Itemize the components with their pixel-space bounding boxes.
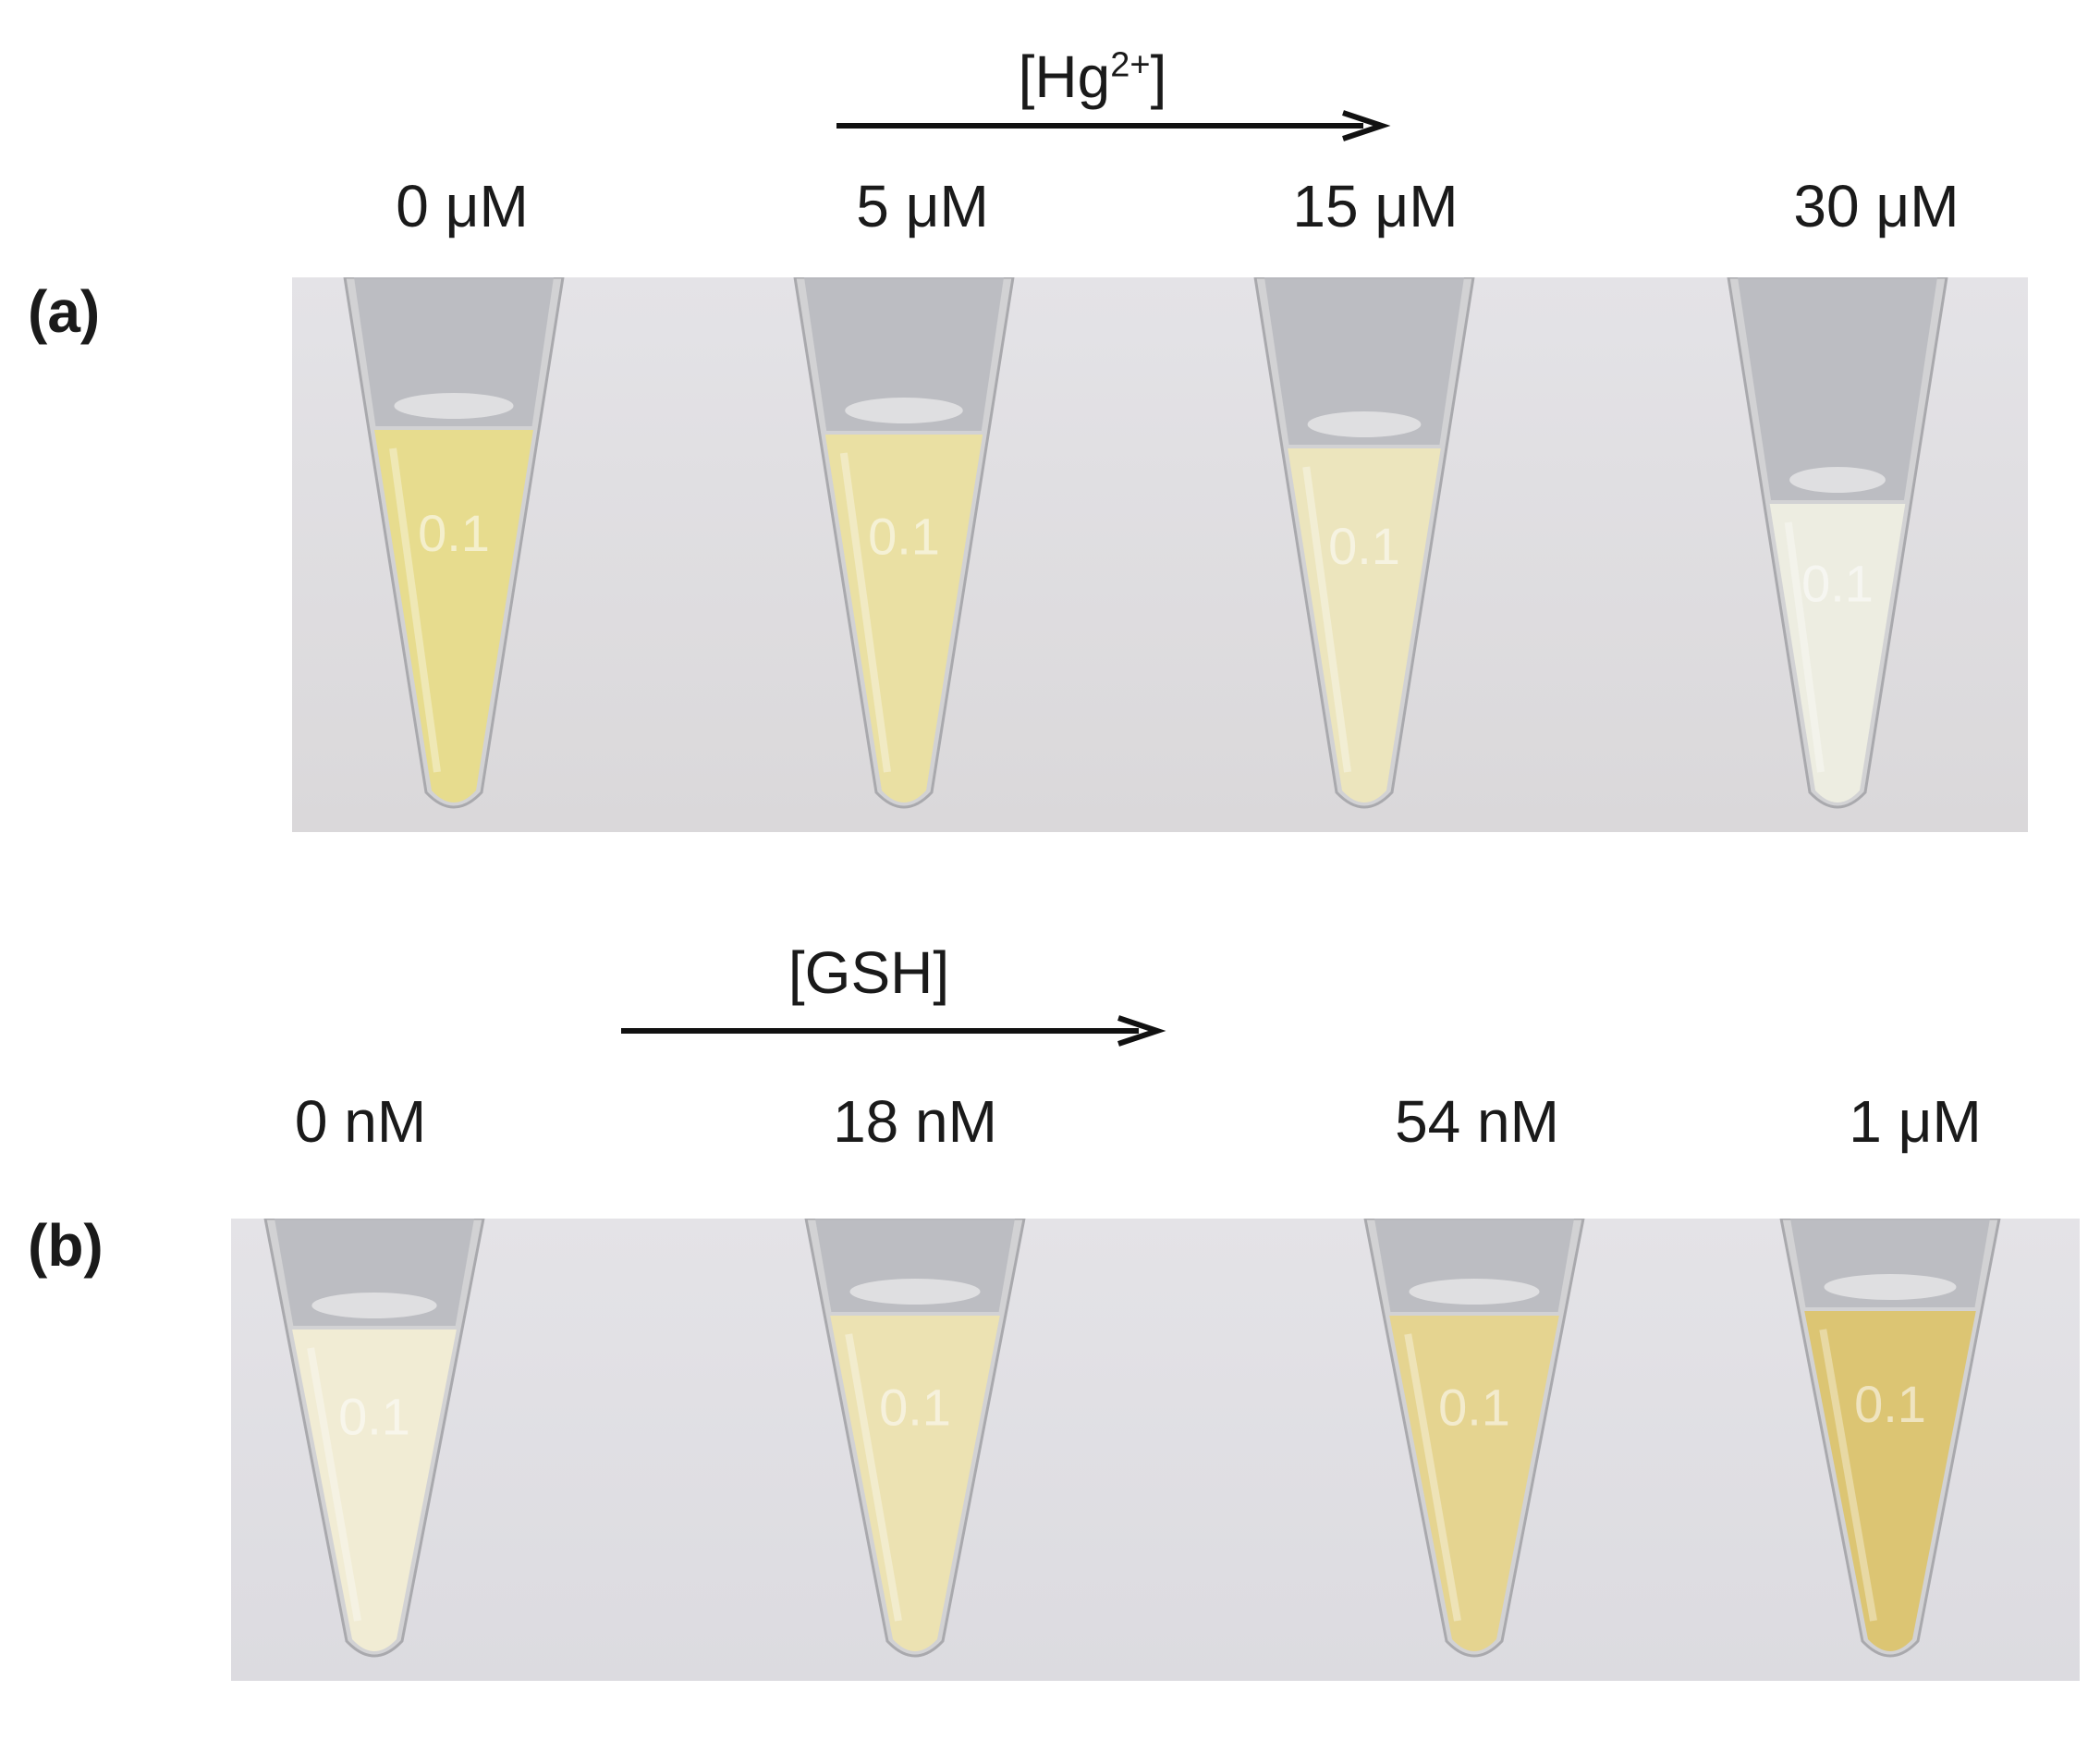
a-tube-cap — [1738, 277, 1937, 500]
panel-a-tubes: 0.1 0.1 0.1 0.1 — [292, 277, 2028, 832]
hg-label-charge: 2+ — [1110, 45, 1151, 85]
panel-a-photo: 0.1 0.1 0.1 0.1 — [292, 277, 2028, 832]
a-tube-1: 0.1 — [343, 277, 565, 809]
b-tube-meniscus-highlight — [1409, 1279, 1540, 1305]
b-tube-liquid — [1389, 1316, 1559, 1651]
a-tube-shine — [1784, 521, 1825, 773]
panel-b-photo: 0.1 0.1 0.1 0.1 — [231, 1219, 2080, 1681]
conc-label-a-1: 0 μM — [396, 173, 529, 239]
panel-b-tubes: 0.1 0.1 0.1 0.1 — [231, 1219, 2080, 1681]
hg-arrow-label: [Hg2+] — [1019, 43, 1167, 111]
b-tube-graduation-mark: 0.1 — [338, 1388, 410, 1446]
a-tube-meniscus-highlight — [1307, 411, 1422, 437]
conc-label-a-4: 30 μM — [1793, 173, 1960, 239]
a-tube-shine — [839, 452, 891, 773]
b-tube-4: 0.1 — [1779, 1219, 2001, 1658]
conc-label-b-4: 1 μM — [1849, 1088, 1982, 1155]
b-tube-shine — [1404, 1333, 1461, 1622]
panel-a-letter: (a) — [28, 278, 101, 345]
a-tube-meniscus-highlight — [1789, 467, 1886, 493]
a-tube-cap — [804, 277, 1004, 431]
b-tube-graduation-mark: 0.1 — [879, 1378, 951, 1436]
b-tube-meniscus-highlight — [849, 1279, 981, 1305]
gsh-arrow-label: [GSH] — [788, 939, 950, 1006]
a-tube-3: 0.1 — [1253, 277, 1475, 809]
a-tube-meniscus-highlight — [845, 398, 963, 423]
b-tube-liquid — [292, 1330, 457, 1651]
conc-label-a-2: 5 μM — [856, 173, 989, 239]
panel-b-letter: (b) — [28, 1212, 104, 1279]
gsh-concentration-arrow — [621, 1015, 1166, 1047]
b-tube-shine — [845, 1333, 902, 1622]
a-tube-liquid — [374, 430, 533, 803]
b-tube-2: 0.1 — [804, 1219, 1026, 1658]
hg-label-main: [Hg — [1018, 43, 1111, 110]
a-tube-shine — [1302, 466, 1351, 773]
a-tube-graduation-mark: 0.1 — [418, 504, 490, 562]
b-tube-graduation-mark: 0.1 — [1854, 1375, 1926, 1433]
b-photo-background — [231, 1219, 2080, 1681]
a-tube-4: 0.1 — [1727, 277, 1948, 809]
b-tube-shine — [307, 1347, 361, 1622]
b-tube-3: 0.1 — [1363, 1219, 1585, 1658]
conc-label-b-1: 0 nM — [294, 1088, 427, 1155]
a-tube-graduation-mark: 0.1 — [868, 508, 940, 566]
b-tube-meniscus-highlight — [311, 1293, 437, 1318]
a-tube-cap — [354, 277, 554, 426]
a-tube-2: 0.1 — [793, 277, 1015, 809]
b-tube-liquid — [1804, 1311, 1976, 1651]
b-tube-liquid — [830, 1316, 1000, 1651]
b-tube-graduation-mark: 0.1 — [1438, 1378, 1510, 1436]
b-tube-meniscus-highlight — [1824, 1274, 1957, 1300]
a-tube-meniscus-highlight — [394, 393, 514, 419]
a-tube-graduation-mark: 0.1 — [1328, 517, 1400, 575]
a-tube-liquid — [824, 435, 983, 803]
a-photo-background — [292, 277, 2028, 832]
a-tube-shine — [389, 447, 441, 773]
a-tube-liquid — [1288, 448, 1441, 803]
a-tube-liquid — [1769, 504, 1906, 803]
a-tube-graduation-mark: 0.1 — [1801, 555, 1874, 613]
hg-concentration-arrow — [836, 110, 1391, 141]
conc-label-a-3: 15 μM — [1292, 173, 1459, 239]
conc-label-b-3: 54 nM — [1395, 1088, 1559, 1155]
b-tube-1: 0.1 — [263, 1219, 485, 1658]
a-tube-cap — [1264, 277, 1464, 445]
b-tube-shine — [1819, 1329, 1877, 1622]
hg-label-close: ] — [1150, 43, 1167, 110]
conc-label-b-2: 18 nM — [833, 1088, 997, 1155]
